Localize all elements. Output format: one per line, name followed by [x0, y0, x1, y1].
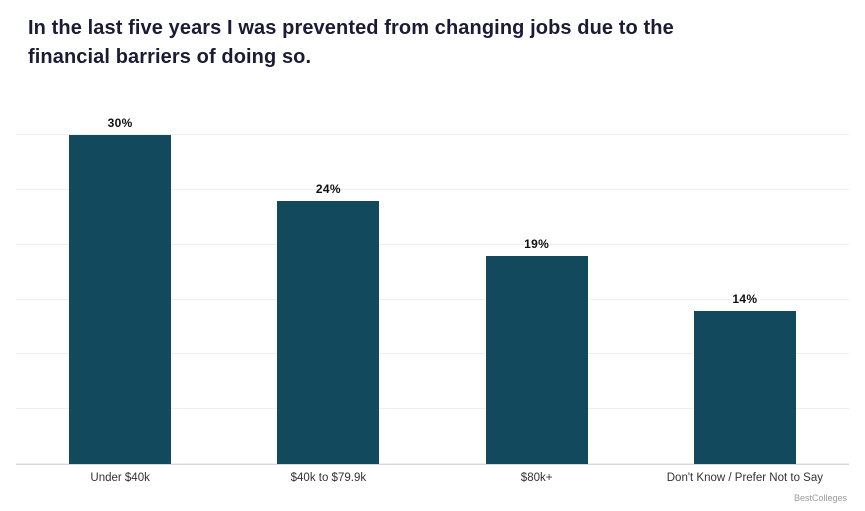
- bar: [277, 201, 380, 464]
- gridline: [16, 408, 849, 410]
- bar-value-label: 30%: [107, 116, 133, 131]
- plot-area: 30% 24% 19% 14%: [16, 108, 849, 465]
- bar-column: 30%: [16, 108, 224, 464]
- bar-columns: 30% 24% 19% 14%: [16, 108, 849, 464]
- x-axis-labels: Under $40k $40k to $79.9k $80k+ Don't Know …: [16, 472, 849, 484]
- bar-column: 24%: [224, 108, 432, 464]
- gridline: [16, 298, 849, 300]
- bar-value-label: 24%: [315, 182, 341, 197]
- bar-chart: 30% 24% 19% 14% Under $40k $40k to $79.9k $80…: [16, 108, 849, 484]
- x-axis-label: $40k to $79.9k: [290, 472, 367, 484]
- x-axis-label: $80k+: [520, 472, 553, 484]
- x-axis-label: Under $40k: [90, 472, 150, 484]
- bar-column: 19%: [433, 108, 641, 464]
- gridline: [16, 243, 849, 245]
- bar-column: 14%: [641, 108, 849, 464]
- gridline: [16, 463, 849, 464]
- bar: [69, 135, 172, 464]
- x-axis-label: Don't Know / Prefer Not to Say: [666, 472, 823, 484]
- bar: [485, 255, 588, 464]
- gridline: [16, 353, 849, 355]
- bar-value-label: 14%: [732, 291, 758, 306]
- attribution-text: BestColleges: [793, 493, 847, 503]
- bar-value-label: 19%: [524, 236, 550, 251]
- chart-title: In the last five years I was prevented f…: [28, 17, 674, 68]
- bar: [693, 310, 796, 464]
- gridline: [16, 189, 849, 191]
- gridline: [16, 134, 849, 136]
